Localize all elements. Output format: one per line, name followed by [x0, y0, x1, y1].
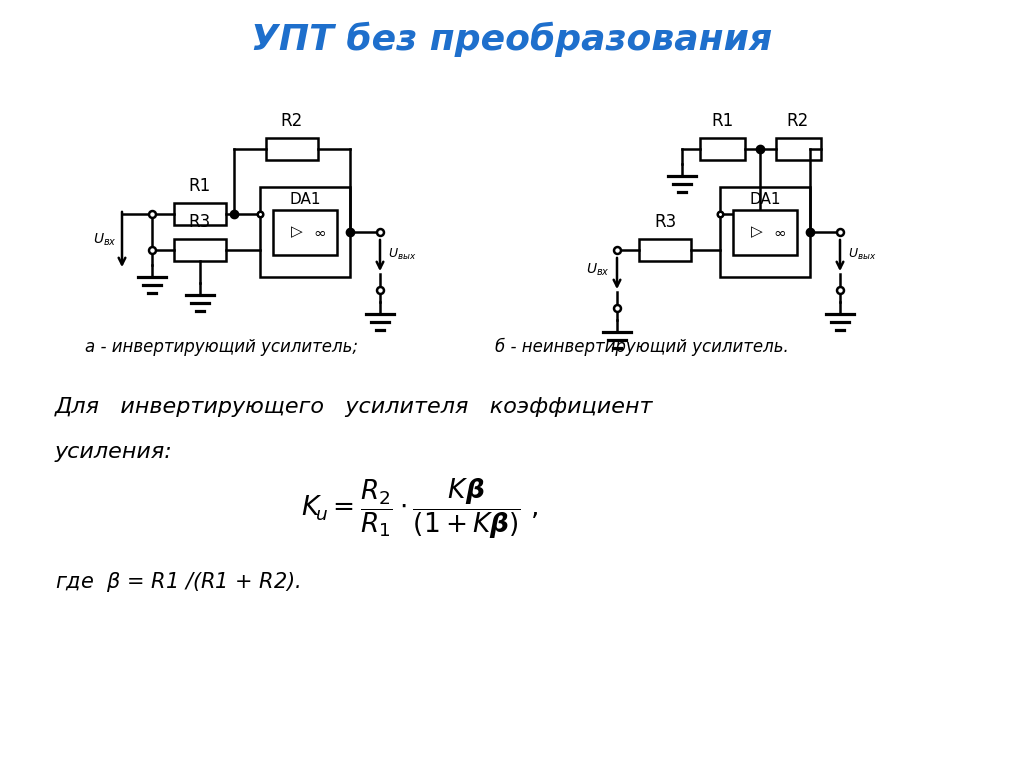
Text: $U_{вх}$: $U_{вх}$	[93, 232, 117, 248]
Text: R2: R2	[281, 112, 303, 130]
Text: б - неинвертирующий усилитель.: б - неинвертирующий усилитель.	[495, 338, 788, 356]
Bar	[174, 203, 226, 225]
Text: R3: R3	[654, 213, 676, 231]
Text: $U_{вых}$: $U_{вых}$	[848, 246, 877, 262]
Bar	[699, 138, 744, 160]
Text: R2: R2	[786, 112, 809, 130]
Text: где  $\beta$ = R1 /(R1 + R2).: где $\beta$ = R1 /(R1 + R2).	[55, 570, 300, 594]
Text: DA1: DA1	[289, 193, 321, 208]
Bar	[720, 187, 810, 277]
Text: Для   инвертирующего   усилителя   коэффициент: Для инвертирующего усилителя коэффициент	[55, 397, 653, 417]
Bar	[174, 239, 226, 261]
Bar	[775, 138, 820, 160]
Text: DA1: DA1	[750, 193, 780, 208]
Text: R1: R1	[711, 112, 733, 130]
Bar	[732, 209, 798, 255]
Text: $\infty$: $\infty$	[773, 225, 785, 239]
Text: УПТ без преобразования: УПТ без преобразования	[251, 21, 773, 57]
Text: а - инвертирующий усилитель;: а - инвертирующий усилитель;	[85, 338, 358, 356]
Text: $\triangleright$: $\triangleright$	[751, 224, 764, 240]
Text: $U_{вх}$: $U_{вх}$	[587, 262, 610, 278]
Bar	[266, 138, 318, 160]
Text: R3: R3	[188, 213, 211, 231]
Text: $K_{\!u} = \dfrac{R_2}{R_1} \cdot \dfrac{K\boldsymbol{\beta}}{(1 + K\boldsymbol{: $K_{\!u} = \dfrac{R_2}{R_1} \cdot \dfrac…	[301, 477, 539, 542]
Bar	[260, 187, 350, 277]
Bar	[272, 209, 337, 255]
Text: R1: R1	[188, 177, 211, 195]
Text: $\infty$: $\infty$	[312, 225, 326, 239]
Text: усиления:: усиления:	[55, 442, 173, 462]
Text: $\triangleright$: $\triangleright$	[291, 224, 304, 240]
Bar	[639, 239, 691, 261]
Text: $U_{вых}$: $U_{вых}$	[388, 246, 417, 262]
